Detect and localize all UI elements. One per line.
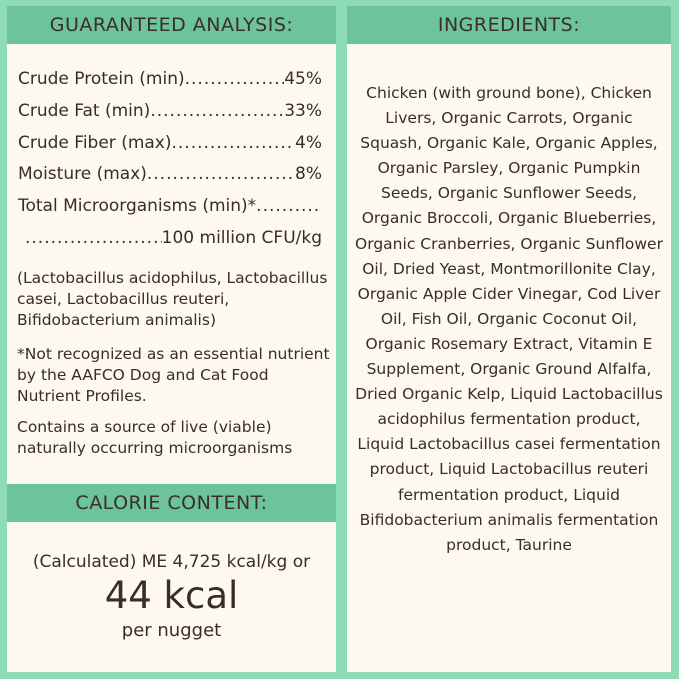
analysis-row-microorganisms: Total Microorganisms (min)*	[18, 196, 322, 216]
calorie-big: 44 kcal	[104, 574, 239, 617]
guaranteed-analysis-panel: GUARANTEED ANALYSIS: Crude Protein (min)…	[7, 6, 336, 672]
analysis-row-cfu: 100 million CFU/kg	[25, 228, 322, 248]
footnote-text: *Not recognized as an essential nutrient…	[17, 345, 330, 405]
analysis-row-protein: Crude Protein (min)45%	[18, 69, 322, 89]
ingredients-text: Chicken (with ground bone), Chicken Live…	[355, 84, 663, 554]
live-microorganisms-text: Contains a source of live (viable) natur…	[17, 418, 293, 457]
calorie-unit: per nugget	[121, 620, 222, 641]
analysis-row-fat: Crude Fat (min)33%	[18, 101, 322, 121]
analysis-header: GUARANTEED ANALYSIS:	[7, 6, 336, 44]
calorie-header: CALORIE CONTENT:	[7, 484, 336, 522]
ingredients-panel: INGREDIENTS: Chicken (with ground bone),…	[347, 6, 671, 672]
ingredients-header: INGREDIENTS:	[347, 6, 671, 44]
calorie-line: (Calculated) ME 4,725 kcal/kg or	[32, 552, 311, 572]
analysis-row-fiber: Crude Fiber (max)4%	[18, 133, 322, 153]
strains-text: (Lactobacillus acidophilus, Lactobacillu…	[17, 269, 328, 329]
analysis-row-moisture: Moisture (max)8%	[18, 164, 322, 184]
